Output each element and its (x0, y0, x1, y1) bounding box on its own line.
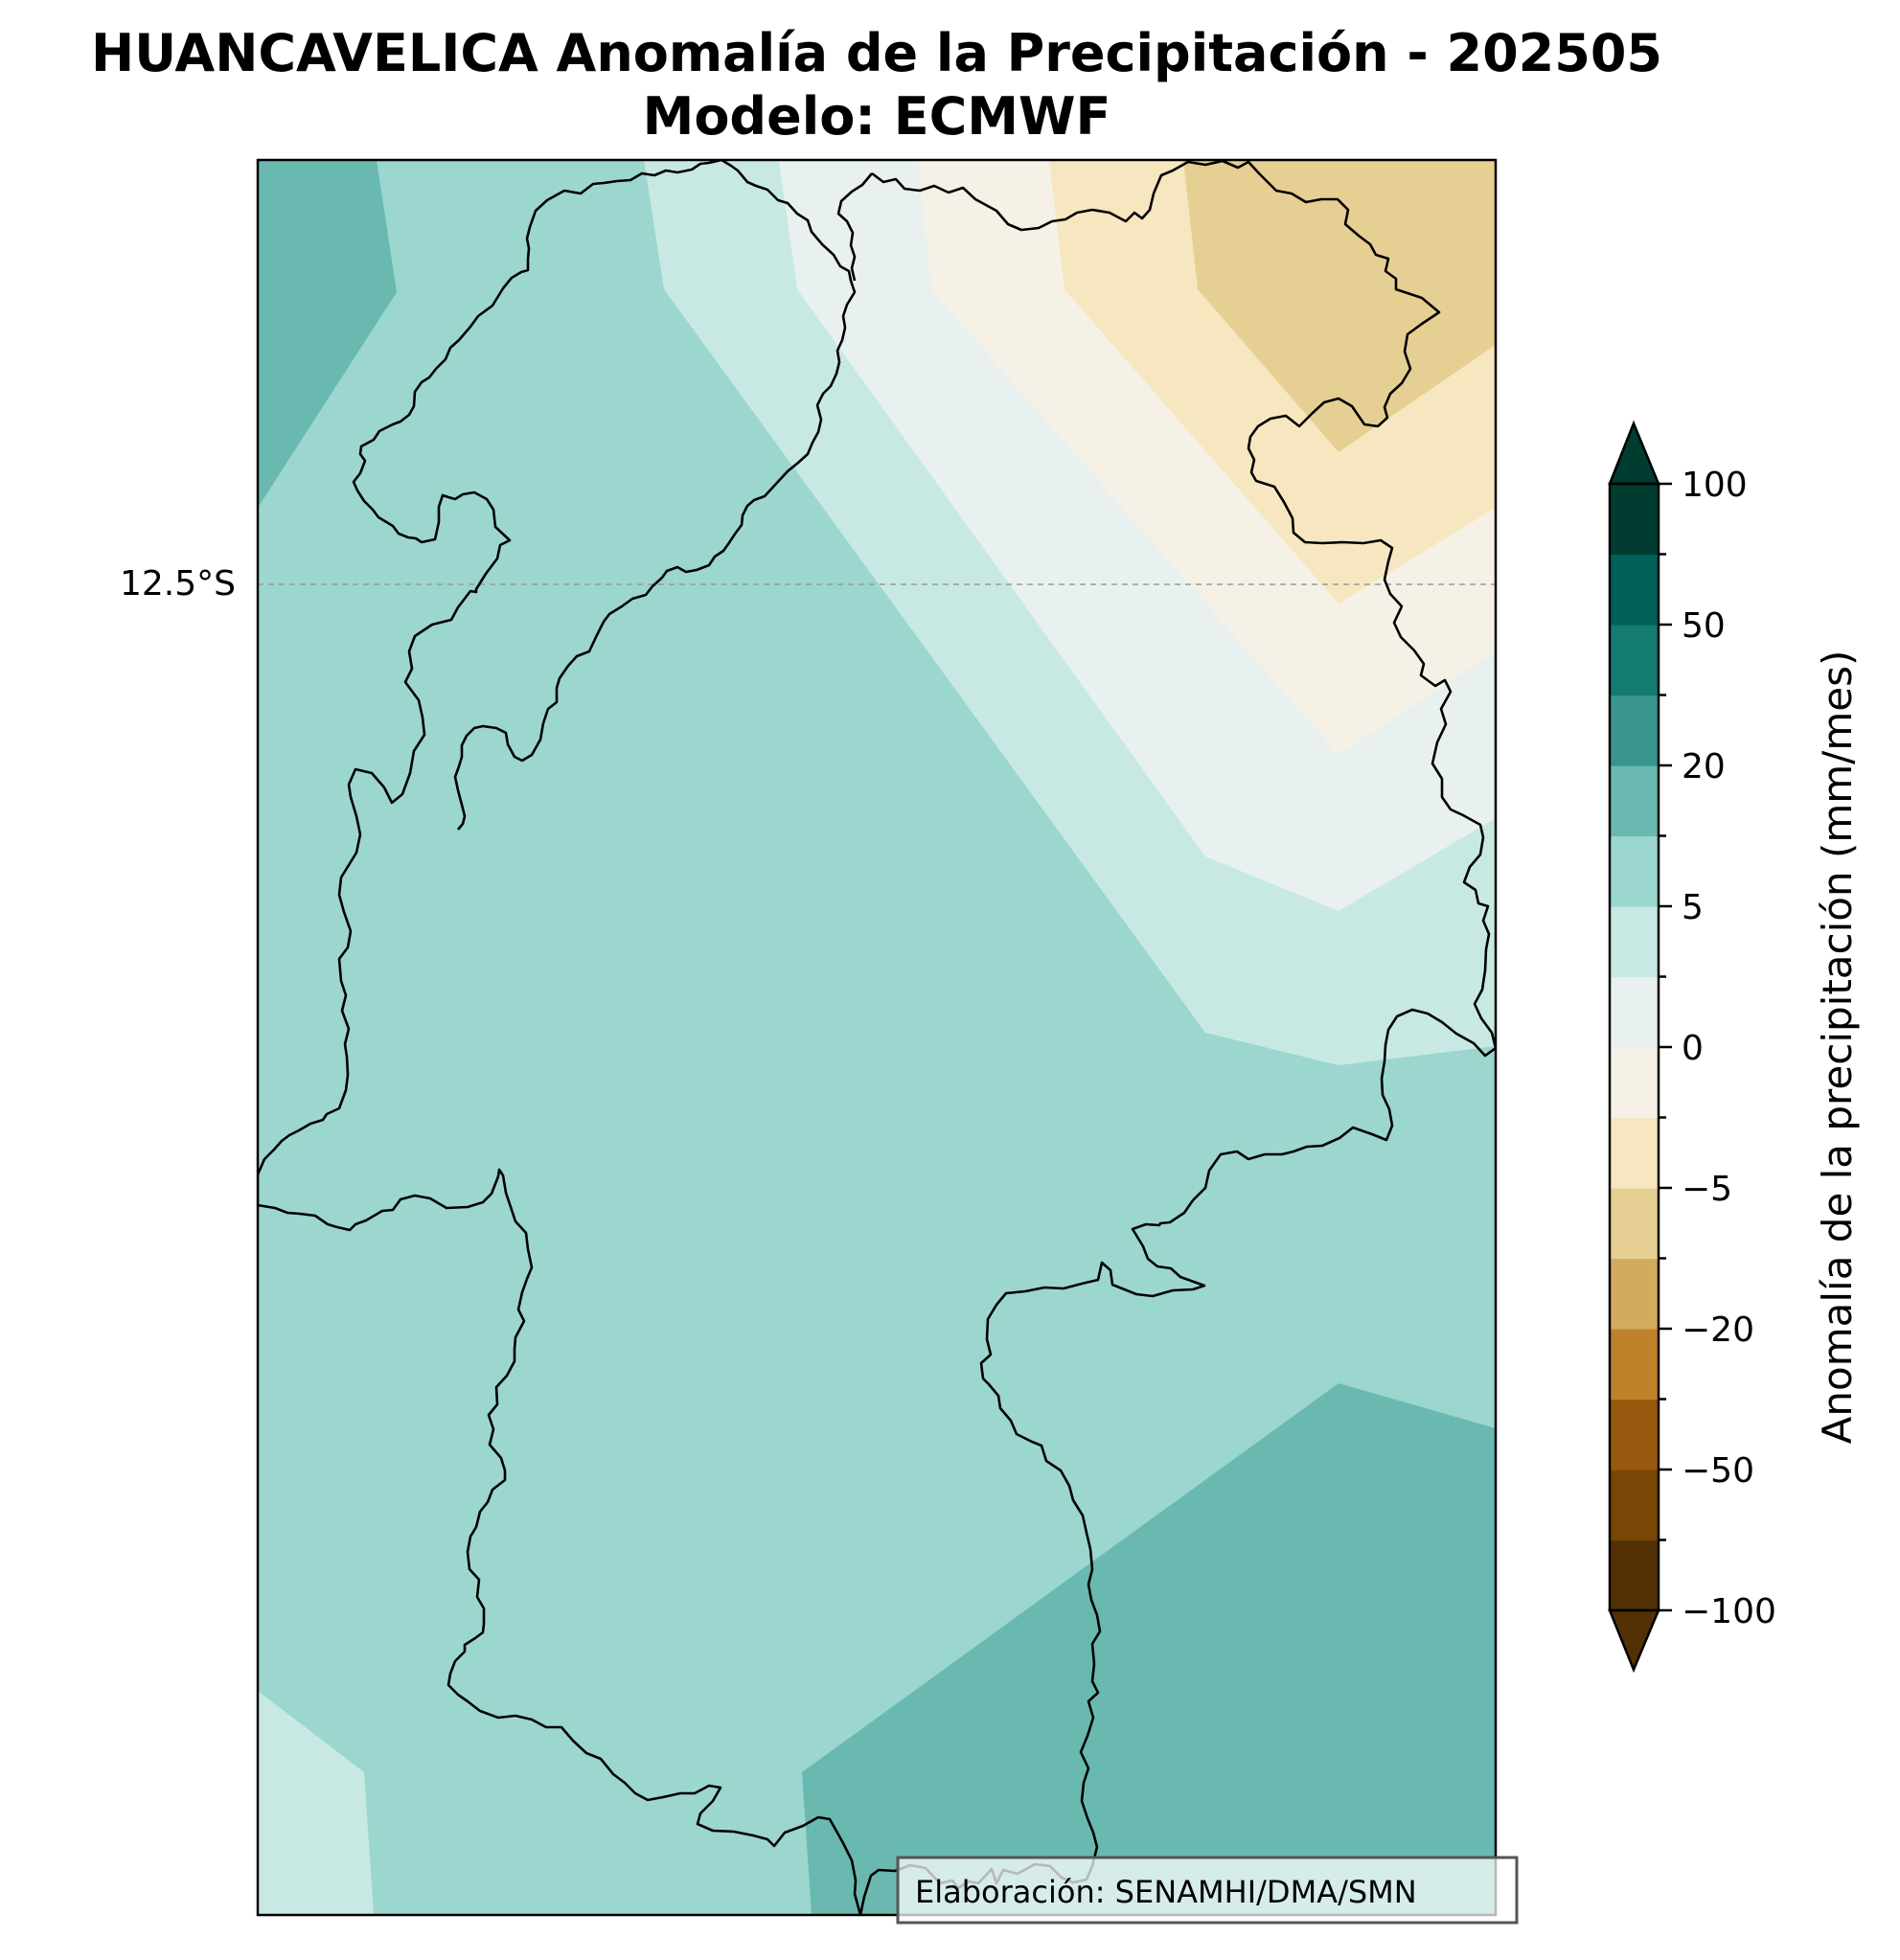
colorbar-segment (1610, 1047, 1659, 1119)
colorbar-tick-label: 50 (1682, 606, 1726, 646)
anomaly-band-tan (1183, 160, 1496, 452)
colorbar-tick-label: 5 (1682, 888, 1704, 927)
colorbar-segment (1610, 1117, 1659, 1189)
colorbar-segment (1610, 1329, 1659, 1401)
figure-title-line-2: Modelo: ECMWF (643, 86, 1111, 147)
anomaly-band-teal-dark-se (802, 1383, 1496, 1915)
colorbar-label: Anomalía de la precipitación (mm/mes) (1814, 650, 1861, 1445)
colorbar-extension-low (1608, 1608, 1660, 1674)
colorbar-segments (1610, 484, 1659, 1611)
colorbar-tick-label: −20 (1682, 1310, 1754, 1350)
colorbar-tick-label: 0 (1682, 1029, 1704, 1068)
colorbar-extension-high (1608, 420, 1660, 486)
map-frame (256, 158, 1498, 1917)
credit-box-frame (896, 1856, 1519, 1925)
colorbar-segment (1610, 695, 1659, 766)
colorbar-tick-label: 100 (1682, 466, 1748, 505)
colorbar-segment (1610, 1539, 1659, 1611)
map-panel (258, 160, 1496, 1915)
anomaly-band-teal-dark-nw (258, 160, 397, 508)
anomaly-band-teal-light-sw (258, 1691, 374, 1915)
colorbar-segment (1610, 554, 1659, 626)
colorbar-segment (1610, 906, 1659, 978)
colorbar-segment (1610, 1258, 1659, 1330)
credit-text: Elaboración: SENAMHI/DMA/SMN (915, 1874, 1417, 1910)
figure-title-line-1: HUANCAVELICA Anomalía de la Precipitació… (91, 23, 1662, 83)
colorbar-tick-label: −100 (1682, 1592, 1776, 1631)
colorbar-segment (1610, 1399, 1659, 1470)
credit-box: Elaboración: SENAMHI/DMA/SMN (896, 1856, 1519, 1925)
colorbar-segment (1610, 1188, 1659, 1260)
colorbar-segment (1610, 1470, 1659, 1541)
lat-tick-label: 12.5°S (120, 564, 236, 604)
colorbar-tick-label: 20 (1682, 747, 1726, 786)
colorbar-tick-label: −5 (1682, 1170, 1732, 1209)
colorbar-segment (1610, 765, 1659, 837)
colorbar-segment (1610, 976, 1659, 1048)
colorbar-tick-label: −50 (1682, 1451, 1754, 1491)
colorbar-segment (1610, 625, 1659, 696)
colorbar-segment (1610, 484, 1659, 556)
huancavelica-boundary (258, 160, 1496, 1915)
colorbar-segment (1610, 835, 1659, 907)
